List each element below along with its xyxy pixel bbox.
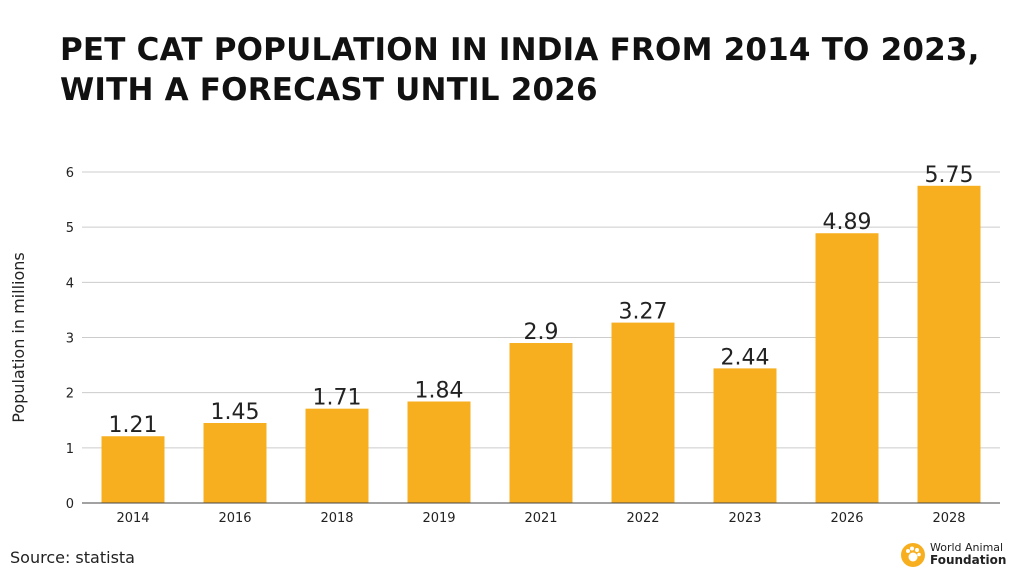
x-tick-label: 2014 <box>116 511 149 526</box>
bar-2014 <box>101 436 165 503</box>
x-tick-label: 2028 <box>932 511 965 526</box>
x-tick-label: 2023 <box>728 511 761 526</box>
x-tick-label: 2026 <box>830 511 863 526</box>
data-label-2014: 1.21 <box>109 413 158 438</box>
brand-name-line-2: Foundation <box>930 553 1007 567</box>
data-labels: 1.21 1.45 1.71 1.84 2.9 3.27 2.44 4.89 5.75 <box>109 163 974 438</box>
x-tick-label: 2021 <box>524 511 557 526</box>
y-tick-label: 2 <box>66 387 74 402</box>
data-label-2016: 1.45 <box>211 400 260 425</box>
brand-name: World Animal Foundation <box>930 541 1006 567</box>
bars <box>101 185 981 504</box>
data-label-2021: 2.9 <box>524 320 559 345</box>
y-tick-label: 1 <box>66 442 74 457</box>
y-axis-ticks: 0 1 2 3 4 5 6 <box>66 166 74 512</box>
y-tick-label: 0 <box>66 497 74 512</box>
data-label-2026: 4.89 <box>823 210 872 235</box>
bar-2021 <box>509 343 573 503</box>
chart-title-line-1: PET CAT POPULATION IN INDIA FROM 2014 TO… <box>60 32 980 68</box>
bar-2028 <box>917 185 981 503</box>
y-tick-label: 4 <box>66 276 74 291</box>
data-label-2018: 1.71 <box>313 386 362 411</box>
x-axis-ticks: 2014 2016 2018 2019 2021 2022 2023 2026 2028 <box>116 511 965 526</box>
bar-2026 <box>815 233 879 504</box>
bar-2016 <box>203 423 267 503</box>
brand-name-line-1: World Animal <box>930 541 1004 554</box>
chart-title: PET CAT POPULATION IN INDIA FROM 2014 TO… <box>60 30 1000 110</box>
bar-2022 <box>611 322 675 503</box>
data-label-2028: 5.75 <box>925 163 974 188</box>
x-tick-label: 2016 <box>218 511 251 526</box>
chart-title-line-2: WITH A FORECAST UNTIL 2026 <box>60 72 598 108</box>
bar-2023 <box>713 368 777 503</box>
x-tick-label: 2022 <box>626 511 659 526</box>
y-tick-label: 6 <box>66 166 74 181</box>
paw-hand-icon <box>901 543 925 567</box>
y-axis-label: Population in millions <box>9 252 28 422</box>
x-tick-label: 2018 <box>320 511 353 526</box>
bar-2018 <box>305 408 369 503</box>
y-tick-label: 5 <box>66 221 74 236</box>
data-label-2022: 3.27 <box>619 300 668 325</box>
y-tick-label: 3 <box>66 332 74 347</box>
data-label-2023: 2.44 <box>721 345 770 370</box>
source-note: Source: statista <box>10 548 135 567</box>
x-tick-label: 2019 <box>422 511 455 526</box>
data-label-2019: 1.84 <box>415 378 464 403</box>
brand-logo: World Animal Foundation <box>900 538 1020 572</box>
bar-2019 <box>407 401 471 503</box>
